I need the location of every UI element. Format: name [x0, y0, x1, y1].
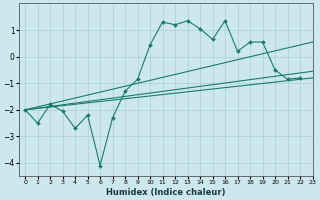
X-axis label: Humidex (Indice chaleur): Humidex (Indice chaleur): [106, 188, 226, 197]
